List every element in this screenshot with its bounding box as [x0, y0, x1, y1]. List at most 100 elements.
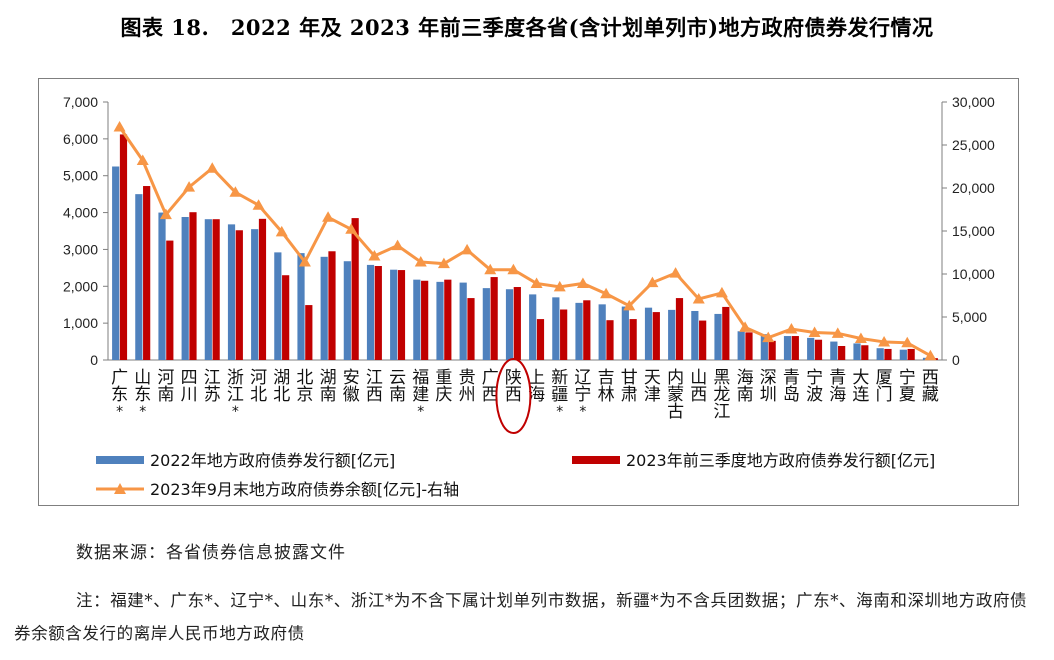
- category-label: 江: [713, 402, 730, 422]
- bar-2022: [760, 334, 768, 360]
- balance-point: [762, 331, 775, 343]
- category-label: 陕: [505, 368, 522, 388]
- bar-2023q3: [907, 348, 915, 360]
- category-label: 江: [366, 368, 383, 388]
- balance-point: [739, 321, 752, 332]
- bar-2022: [251, 229, 259, 360]
- left-tick-label: 4,000: [63, 205, 98, 221]
- category-label: 山: [690, 368, 707, 388]
- balance-point: [159, 208, 172, 220]
- category-label-mark: *: [556, 404, 563, 420]
- balance-point: [414, 255, 427, 267]
- bar-2022: [181, 216, 189, 360]
- bar-2022: [853, 343, 861, 360]
- bar-2022: [204, 219, 212, 360]
- category-label: 津: [644, 385, 661, 405]
- chart-title: 图表 18. 2022 年及 2023 年前三季度各省(含计划单列市)地方政府债…: [120, 15, 934, 40]
- category-label: 湖: [320, 368, 337, 388]
- balance-point: [298, 255, 311, 267]
- bar-2023q3: [560, 309, 568, 360]
- bar-2023q3: [768, 340, 776, 360]
- left-tick-label: 2,000: [63, 278, 98, 294]
- bar-2022: [644, 307, 653, 360]
- category-label: 北: [273, 385, 290, 405]
- left-axis: 0 1,000 2,000 3,000 4,000 5,000 6,000 7,000: [63, 94, 109, 368]
- data-source: 数据来源：各省债券信息披露文件: [76, 543, 346, 563]
- category-label: 厦: [876, 368, 893, 388]
- category-label: 江: [204, 368, 221, 388]
- category-label: 宁: [574, 385, 591, 405]
- balance-point: [600, 287, 613, 299]
- category-label: 大: [852, 368, 869, 388]
- bar-2022: [158, 212, 166, 360]
- category-label: 重: [435, 368, 452, 388]
- bar-2022: [552, 297, 560, 360]
- balance-point: [854, 332, 867, 343]
- bar-2023q3: [374, 266, 382, 360]
- balance-point: [692, 292, 705, 304]
- category-label: 上: [528, 368, 545, 388]
- bar-2023q3: [235, 230, 243, 360]
- category-label: 庆: [435, 385, 452, 405]
- category-label: 海: [829, 385, 846, 405]
- legend-label: 2023年前三季度地方政府债券发行额[亿元]: [626, 451, 935, 470]
- bar-2023q3: [143, 186, 151, 360]
- bar-2023q3: [513, 287, 521, 360]
- category-label: 京: [296, 385, 313, 405]
- balance-point: [623, 299, 636, 311]
- bar-2023q3: [305, 305, 313, 360]
- balance-point: [252, 199, 265, 210]
- category-labels: 广东*山东*河南四川江苏浙江*河北湖北北京湖南安徽江西云南福建*重庆贵州广西陕西…: [111, 368, 939, 422]
- bar-2022: [227, 224, 236, 360]
- bar-2023q3: [490, 277, 498, 360]
- balance-point: [229, 186, 242, 197]
- balance-point: [391, 239, 404, 251]
- balance-point: [437, 257, 450, 269]
- bar-2022: [876, 348, 884, 360]
- bar-2022: [320, 256, 328, 360]
- category-label-mark: *: [579, 404, 586, 420]
- bar-2022: [830, 341, 838, 360]
- left-tick-label: 7,000: [63, 94, 98, 110]
- bar-2022: [783, 336, 792, 360]
- right-axis: 0 5,000 10,000 15,000 20,000 25,000 30,000: [108, 94, 995, 368]
- category-label: 蒙: [667, 385, 684, 405]
- category-label: 四: [181, 368, 198, 388]
- bar-2022: [436, 281, 444, 360]
- category-label: 建: [412, 385, 429, 405]
- category-label: 内: [667, 368, 684, 388]
- bar-2022: [598, 304, 606, 360]
- bar-2023q3: [282, 275, 290, 360]
- balance-point: [345, 223, 358, 234]
- right-tick-label: 10,000: [952, 266, 995, 282]
- bar-2022: [737, 331, 745, 360]
- line-series: [113, 120, 937, 361]
- balance-point: [530, 277, 543, 288]
- right-tick-label: 20,000: [952, 180, 995, 196]
- bar-2023q3: [258, 218, 267, 360]
- bar-series: [112, 134, 938, 360]
- right-tick-label: 15,000: [952, 223, 995, 239]
- bar-2022: [899, 349, 907, 360]
- balance-point: [275, 225, 288, 237]
- category-label: 西: [922, 368, 939, 388]
- category-label: 天: [644, 368, 661, 388]
- bar-2023q3: [606, 320, 614, 360]
- category-label: 安: [343, 368, 360, 388]
- category-label: 吉: [598, 368, 615, 388]
- balance-point: [368, 249, 381, 261]
- bar-2022: [112, 166, 120, 360]
- bar-2022: [529, 294, 537, 360]
- bar-2022: [343, 261, 351, 360]
- bar-2023q3: [119, 134, 128, 360]
- bar-2022: [668, 309, 676, 360]
- category-label: 岛: [783, 385, 800, 405]
- bar-2022: [459, 282, 467, 360]
- balance-point: [878, 335, 891, 347]
- balance-point: [808, 326, 821, 337]
- category-label: 圳: [760, 385, 777, 405]
- bar-2023q3: [838, 345, 846, 360]
- bar-2023q3: [675, 298, 684, 360]
- category-label: 湖: [273, 368, 290, 388]
- balance-point: [461, 243, 474, 255]
